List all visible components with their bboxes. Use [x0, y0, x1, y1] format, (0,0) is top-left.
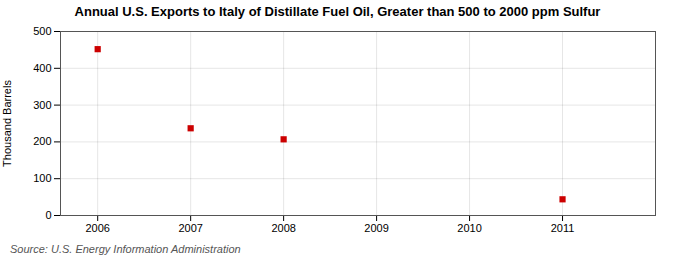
svg-text:2007: 2007: [178, 222, 202, 234]
svg-text:2010: 2010: [457, 222, 481, 234]
svg-text:2011: 2011: [551, 222, 575, 234]
svg-text:0: 0: [45, 209, 51, 221]
html-text:Source: U.S. Energy Informatio: Source: U.S. Energy Information Administ…: [10, 243, 241, 255]
html-text:Annual U.S. Exports to Italy o: Annual U.S. Exports to Italy of Distilla…: [74, 4, 601, 19]
svg-text:2006: 2006: [85, 222, 109, 234]
svg-text:400: 400: [33, 62, 51, 74]
svg-text:Thousand Barrels: Thousand Barrels: [1, 80, 13, 167]
svg-text:500: 500: [33, 25, 51, 37]
svg-text:2009: 2009: [364, 222, 388, 234]
svg-text:2008: 2008: [271, 222, 295, 234]
svg-text:200: 200: [33, 135, 51, 147]
svg-text:300: 300: [33, 99, 51, 111]
svg-text:100: 100: [33, 172, 51, 184]
